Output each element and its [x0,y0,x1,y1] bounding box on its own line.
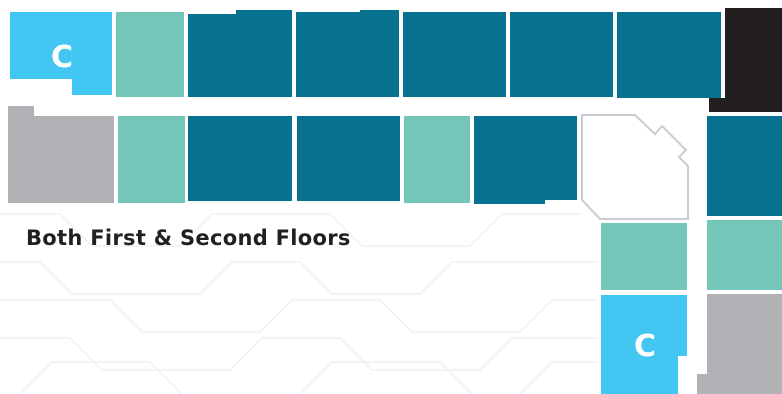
unit-mid-1[interactable] [8,106,114,203]
unit-mid-3[interactable] [188,116,292,201]
background-pattern [0,213,598,394]
unit-top-6[interactable] [510,12,613,97]
unit-octagon-outline[interactable] [581,114,689,220]
unit-right-3[interactable] [697,294,782,394]
unit-right-1[interactable] [707,116,782,216]
corner-marker-top: C [51,40,73,75]
unit-corner-c-top[interactable] [10,12,112,95]
unit-top-4[interactable] [296,10,399,97]
floor-caption: Both First & Second Floors [26,226,351,250]
corner-marker-bottom: C [634,329,656,364]
unit-lower-1[interactable] [601,223,687,290]
unit-corner-c-bottom[interactable] [601,295,687,394]
unit-mid-2[interactable] [118,116,185,203]
unit-top-3[interactable] [188,10,292,97]
unit-right-2[interactable] [707,220,782,290]
unit-top-anchor[interactable] [709,8,782,112]
unit-top-5[interactable] [403,12,506,97]
unit-mid-4[interactable] [297,116,400,201]
unit-top-7[interactable] [617,12,721,98]
unit-top-2[interactable] [116,12,184,97]
unit-mid-6[interactable] [474,116,577,204]
unit-mid-5[interactable] [404,116,470,203]
